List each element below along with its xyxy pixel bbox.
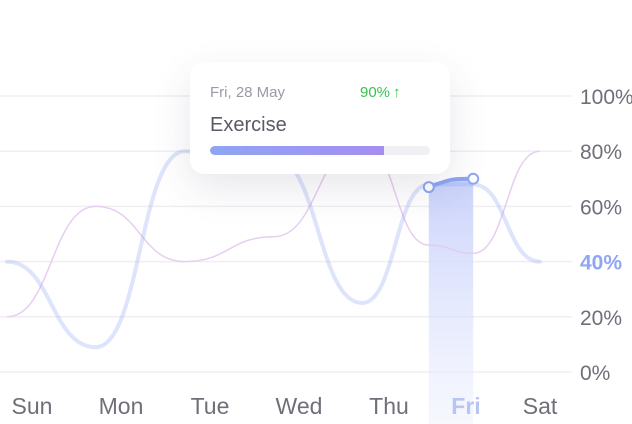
highlight-column xyxy=(428,178,474,424)
y-axis-ticks: 100% 80% 60% 40% 20% 0% xyxy=(580,86,632,385)
x-tick-label[interactable]: Wed xyxy=(276,393,323,419)
x-tick-label[interactable]: Mon xyxy=(99,393,144,419)
x-tick-label[interactable]: Thu xyxy=(369,393,409,419)
y-tick-label: 100% xyxy=(580,86,632,109)
arrow-up-icon: ↑ xyxy=(393,84,401,101)
x-tick-label[interactable]: Sat xyxy=(523,393,558,419)
y-tick-label: 20% xyxy=(580,307,622,330)
tooltip-change-value: 90% xyxy=(360,84,391,101)
tooltip-progress-fill xyxy=(210,146,384,155)
series-line-secondary xyxy=(6,142,540,318)
data-point-marker[interactable] xyxy=(422,181,435,194)
y-tick-label: 80% xyxy=(580,141,622,164)
x-axis-ticks[interactable]: Sun Mon Tue Wed Thu Fri Sat xyxy=(12,393,558,419)
series-line-primary xyxy=(5,149,542,350)
y-tick-label: 0% xyxy=(580,362,610,385)
selected-point-markers[interactable] xyxy=(422,172,480,194)
x-tick-label[interactable]: Fri xyxy=(451,393,480,419)
y-tick-label: 60% xyxy=(580,196,622,219)
highlight-bar xyxy=(428,178,474,424)
x-tick-label[interactable]: Tue xyxy=(191,393,230,419)
data-tooltip: Fri, 28 May 90% ↑ Exercise xyxy=(190,62,450,174)
tooltip-change: 90% ↑ xyxy=(360,84,401,101)
y-tick-label: 40% xyxy=(580,252,622,275)
tooltip-progress-track xyxy=(210,146,430,155)
tooltip-date: Fri, 28 May xyxy=(210,84,286,101)
x-tick-label[interactable]: Sun xyxy=(12,393,53,419)
tooltip-activity: Exercise xyxy=(210,114,287,136)
data-point-marker[interactable] xyxy=(467,172,480,185)
